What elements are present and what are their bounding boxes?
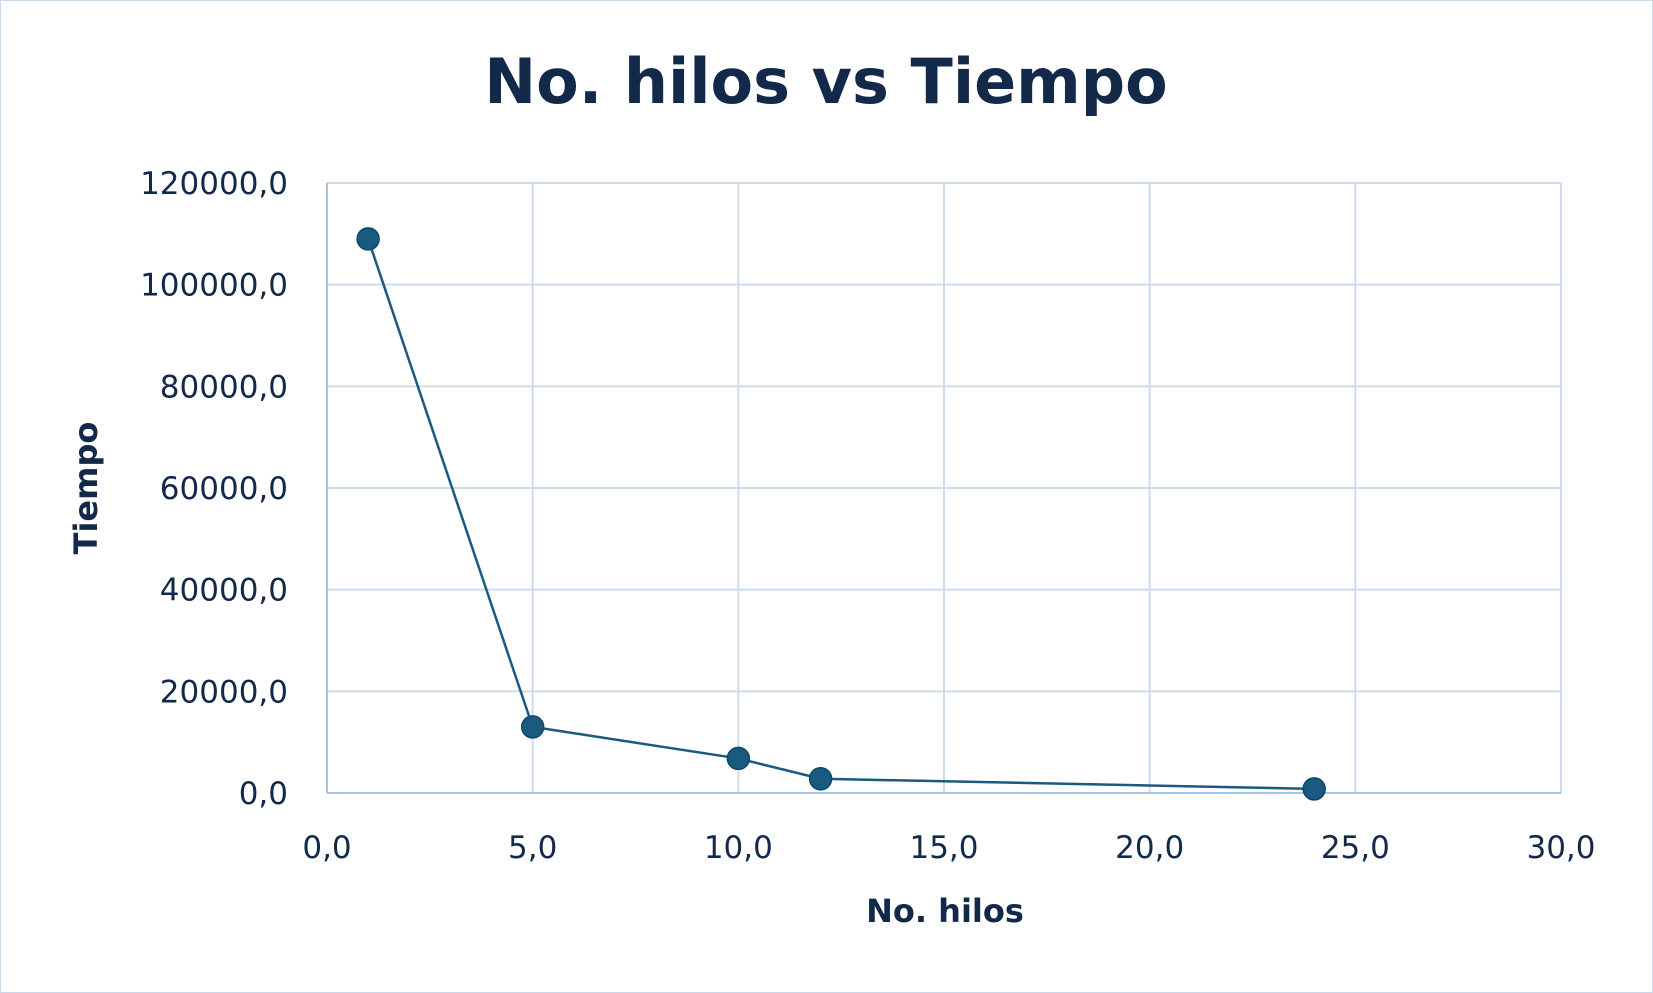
grid [326, 182, 1562, 794]
x-tick-label: 25,0 [1321, 830, 1390, 866]
y-tick-label: 60000,0 [160, 471, 288, 507]
y-axis-title: Tiempo [67, 422, 105, 555]
x-tick-label: 10,0 [704, 830, 773, 866]
data-point [808, 767, 833, 791]
chart-title: No. hilos vs Tiempo [484, 45, 1167, 118]
y-tick-label: 120000,0 [140, 166, 288, 202]
y-tick-label: 20000,0 [160, 674, 288, 710]
x-tick-label: 5,0 [508, 830, 557, 866]
data-point [356, 227, 380, 251]
data-point [726, 746, 751, 771]
data-point [520, 715, 545, 739]
y-tick-label: 100000,0 [140, 268, 288, 304]
x-axis-title: No. hilos [866, 892, 1024, 930]
x-tick-label: 30,0 [1526, 830, 1595, 866]
y-tick-labels: 0,0 20000,0 40000,0 60000,0 80000,0 100000,0 1… [140, 166, 288, 812]
x-tick-label: 15,0 [909, 830, 978, 866]
y-tick-label: 0,0 [239, 776, 288, 812]
data-point [1302, 777, 1326, 801]
y-tick-label: 80000,0 [160, 369, 288, 405]
series-line [356, 227, 1326, 801]
y-tick-label: 40000,0 [160, 573, 288, 609]
series-polyline [366, 238, 1315, 791]
x-tick-labels: 0,0 5,0 10,0 15,0 20,0 25,0 30,0 [302, 830, 1595, 866]
x-tick-label: 0,0 [302, 830, 351, 866]
x-tick-label: 20,0 [1115, 830, 1184, 866]
